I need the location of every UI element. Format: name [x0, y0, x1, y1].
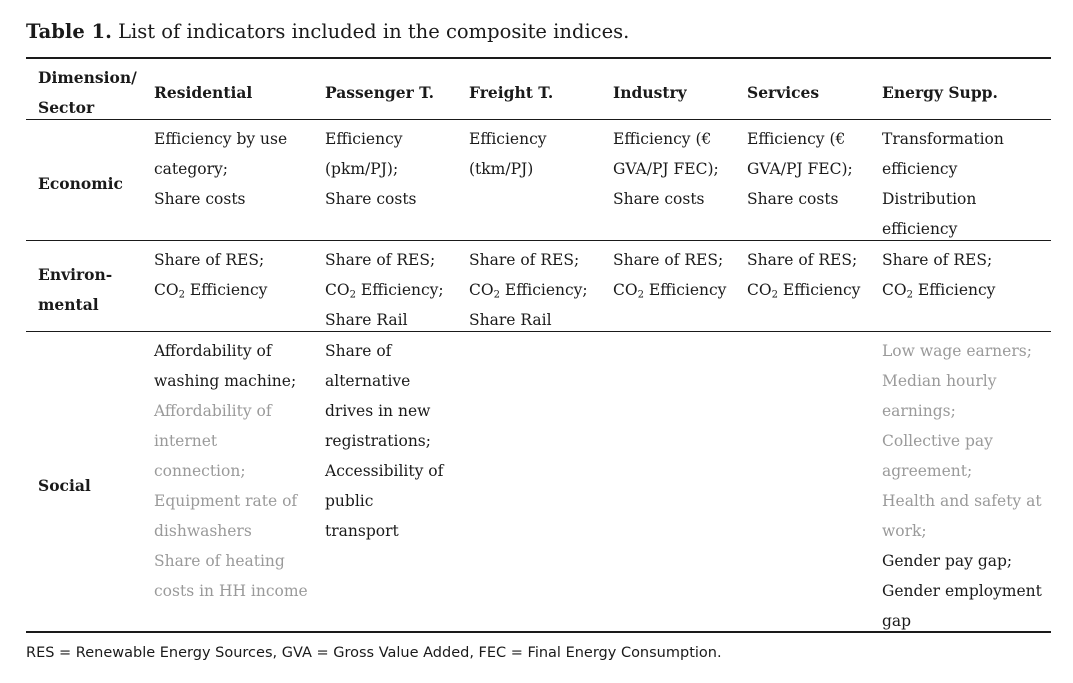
social-energy-grey-line: Median hourly	[882, 372, 997, 390]
social-residential-grey-line: connection;	[154, 462, 246, 480]
social-energy-line: Gender employment	[882, 582, 1042, 600]
env-industry-share-res: Share of RES;	[613, 251, 724, 269]
social-energy-line: Gender pay gap;	[882, 552, 1013, 570]
social-residential-grey-line: costs in HH income	[154, 582, 308, 600]
bottom-rule	[26, 631, 1051, 633]
economic-industry-line: Efficiency (€	[613, 130, 712, 148]
row-label-environmental-line2: mental	[38, 295, 99, 314]
social-energy-grey-line: earnings;	[882, 402, 956, 420]
row-label-social: Social	[38, 476, 91, 495]
social-residential-line: washing machine;	[154, 372, 297, 390]
economic-energy-line: efficiency	[882, 160, 958, 178]
social-energy-grey-line: Collective pay	[882, 432, 993, 450]
env-residential-co2: CO2 Efficiency	[154, 281, 268, 301]
social-passenger-line: transport	[325, 522, 399, 540]
economic-freight-line: Efficiency	[469, 130, 547, 148]
env-residential-share-res: Share of RES;	[154, 251, 265, 269]
economic-services-line: Share costs	[747, 190, 839, 208]
economic-energy-line: Distribution	[882, 190, 977, 208]
header-freight: Freight T.	[469, 83, 554, 102]
economic-services-line: GVA/PJ FEC);	[747, 160, 853, 178]
social-passenger-line: Share of	[325, 342, 392, 360]
row-label-economic: Economic	[38, 174, 123, 193]
economic-energy-line: efficiency	[882, 220, 958, 238]
social-residential-line: Affordability of	[154, 342, 272, 360]
social-passenger-line: alternative	[325, 372, 411, 390]
header-energy: Energy Supp.	[882, 83, 998, 102]
social-residential-grey-line: Equipment rate of	[154, 492, 298, 510]
social-passenger-line: drives in new	[325, 402, 431, 420]
economic-industry-line: Share costs	[613, 190, 705, 208]
table-caption-label: Table 1.	[26, 20, 112, 43]
social-energy-grey-line: agreement;	[882, 462, 973, 480]
social-residential-grey-line: Share of heating	[154, 552, 285, 570]
environmental-rule	[26, 331, 1051, 332]
header-rule	[26, 119, 1051, 120]
env-passenger-share-res: Share of RES;	[325, 251, 436, 269]
economic-passenger-line: (pkm/PJ);	[325, 160, 399, 178]
env-freight-share-rail: Share Rail	[469, 311, 552, 329]
header-dimension-line1: Dimension/	[38, 68, 137, 87]
env-energy-co2: CO2 Efficiency	[882, 281, 996, 301]
economic-energy-line: Transformation	[882, 130, 1004, 148]
header-residential: Residential	[154, 83, 253, 102]
social-passenger-line: Accessibility of	[325, 462, 444, 480]
economic-industry-line: GVA/PJ FEC);	[613, 160, 719, 178]
table-footnote: RES = Renewable Energy Sources, GVA = Gr…	[26, 645, 722, 661]
env-passenger-co2: CO2 Efficiency;	[325, 281, 444, 301]
economic-residential-line: Share costs	[154, 190, 246, 208]
header-industry: Industry	[613, 83, 687, 102]
top-rule	[26, 57, 1051, 59]
header-passenger: Passenger T.	[325, 83, 435, 102]
economic-passenger-line: Share costs	[325, 190, 417, 208]
env-industry-co2: CO2 Efficiency	[613, 281, 727, 301]
social-residential-grey-line: dishwashers	[154, 522, 252, 540]
social-passenger-line: public	[325, 492, 374, 510]
header-services: Services	[747, 83, 820, 102]
economic-rule	[26, 240, 1051, 241]
env-freight-share-res: Share of RES;	[469, 251, 580, 269]
social-residential-grey-line: internet	[154, 432, 218, 450]
row-label-environmental-line1: Environ-	[38, 265, 113, 284]
economic-freight-line: (tkm/PJ)	[469, 160, 534, 178]
economic-passenger-line: Efficiency	[325, 130, 403, 148]
social-energy-grey-line: Low wage earners;	[882, 342, 1032, 360]
social-energy-grey-line: work;	[882, 522, 927, 540]
env-passenger-share-rail: Share Rail	[325, 311, 408, 329]
env-services-co2: CO2 Efficiency	[747, 281, 861, 301]
table-caption-text: List of indicators included in the compo…	[118, 20, 630, 43]
social-residential-grey-line: Affordability of	[154, 402, 272, 420]
env-services-share-res: Share of RES;	[747, 251, 858, 269]
env-freight-co2: CO2 Efficiency;	[469, 281, 588, 301]
social-energy-line: gap	[882, 612, 912, 630]
table-caption: Table 1. List of indicators included in …	[26, 18, 629, 46]
economic-residential-line: category;	[154, 160, 228, 178]
social-energy-grey-line: Health and safety at	[882, 492, 1042, 510]
social-passenger-line: registrations;	[325, 432, 431, 450]
env-energy-share-res: Share of RES;	[882, 251, 993, 269]
economic-residential-line: Efficiency by use	[154, 130, 288, 148]
header-dimension-line2: Sector	[38, 98, 95, 117]
economic-services-line: Efficiency (€	[747, 130, 846, 148]
